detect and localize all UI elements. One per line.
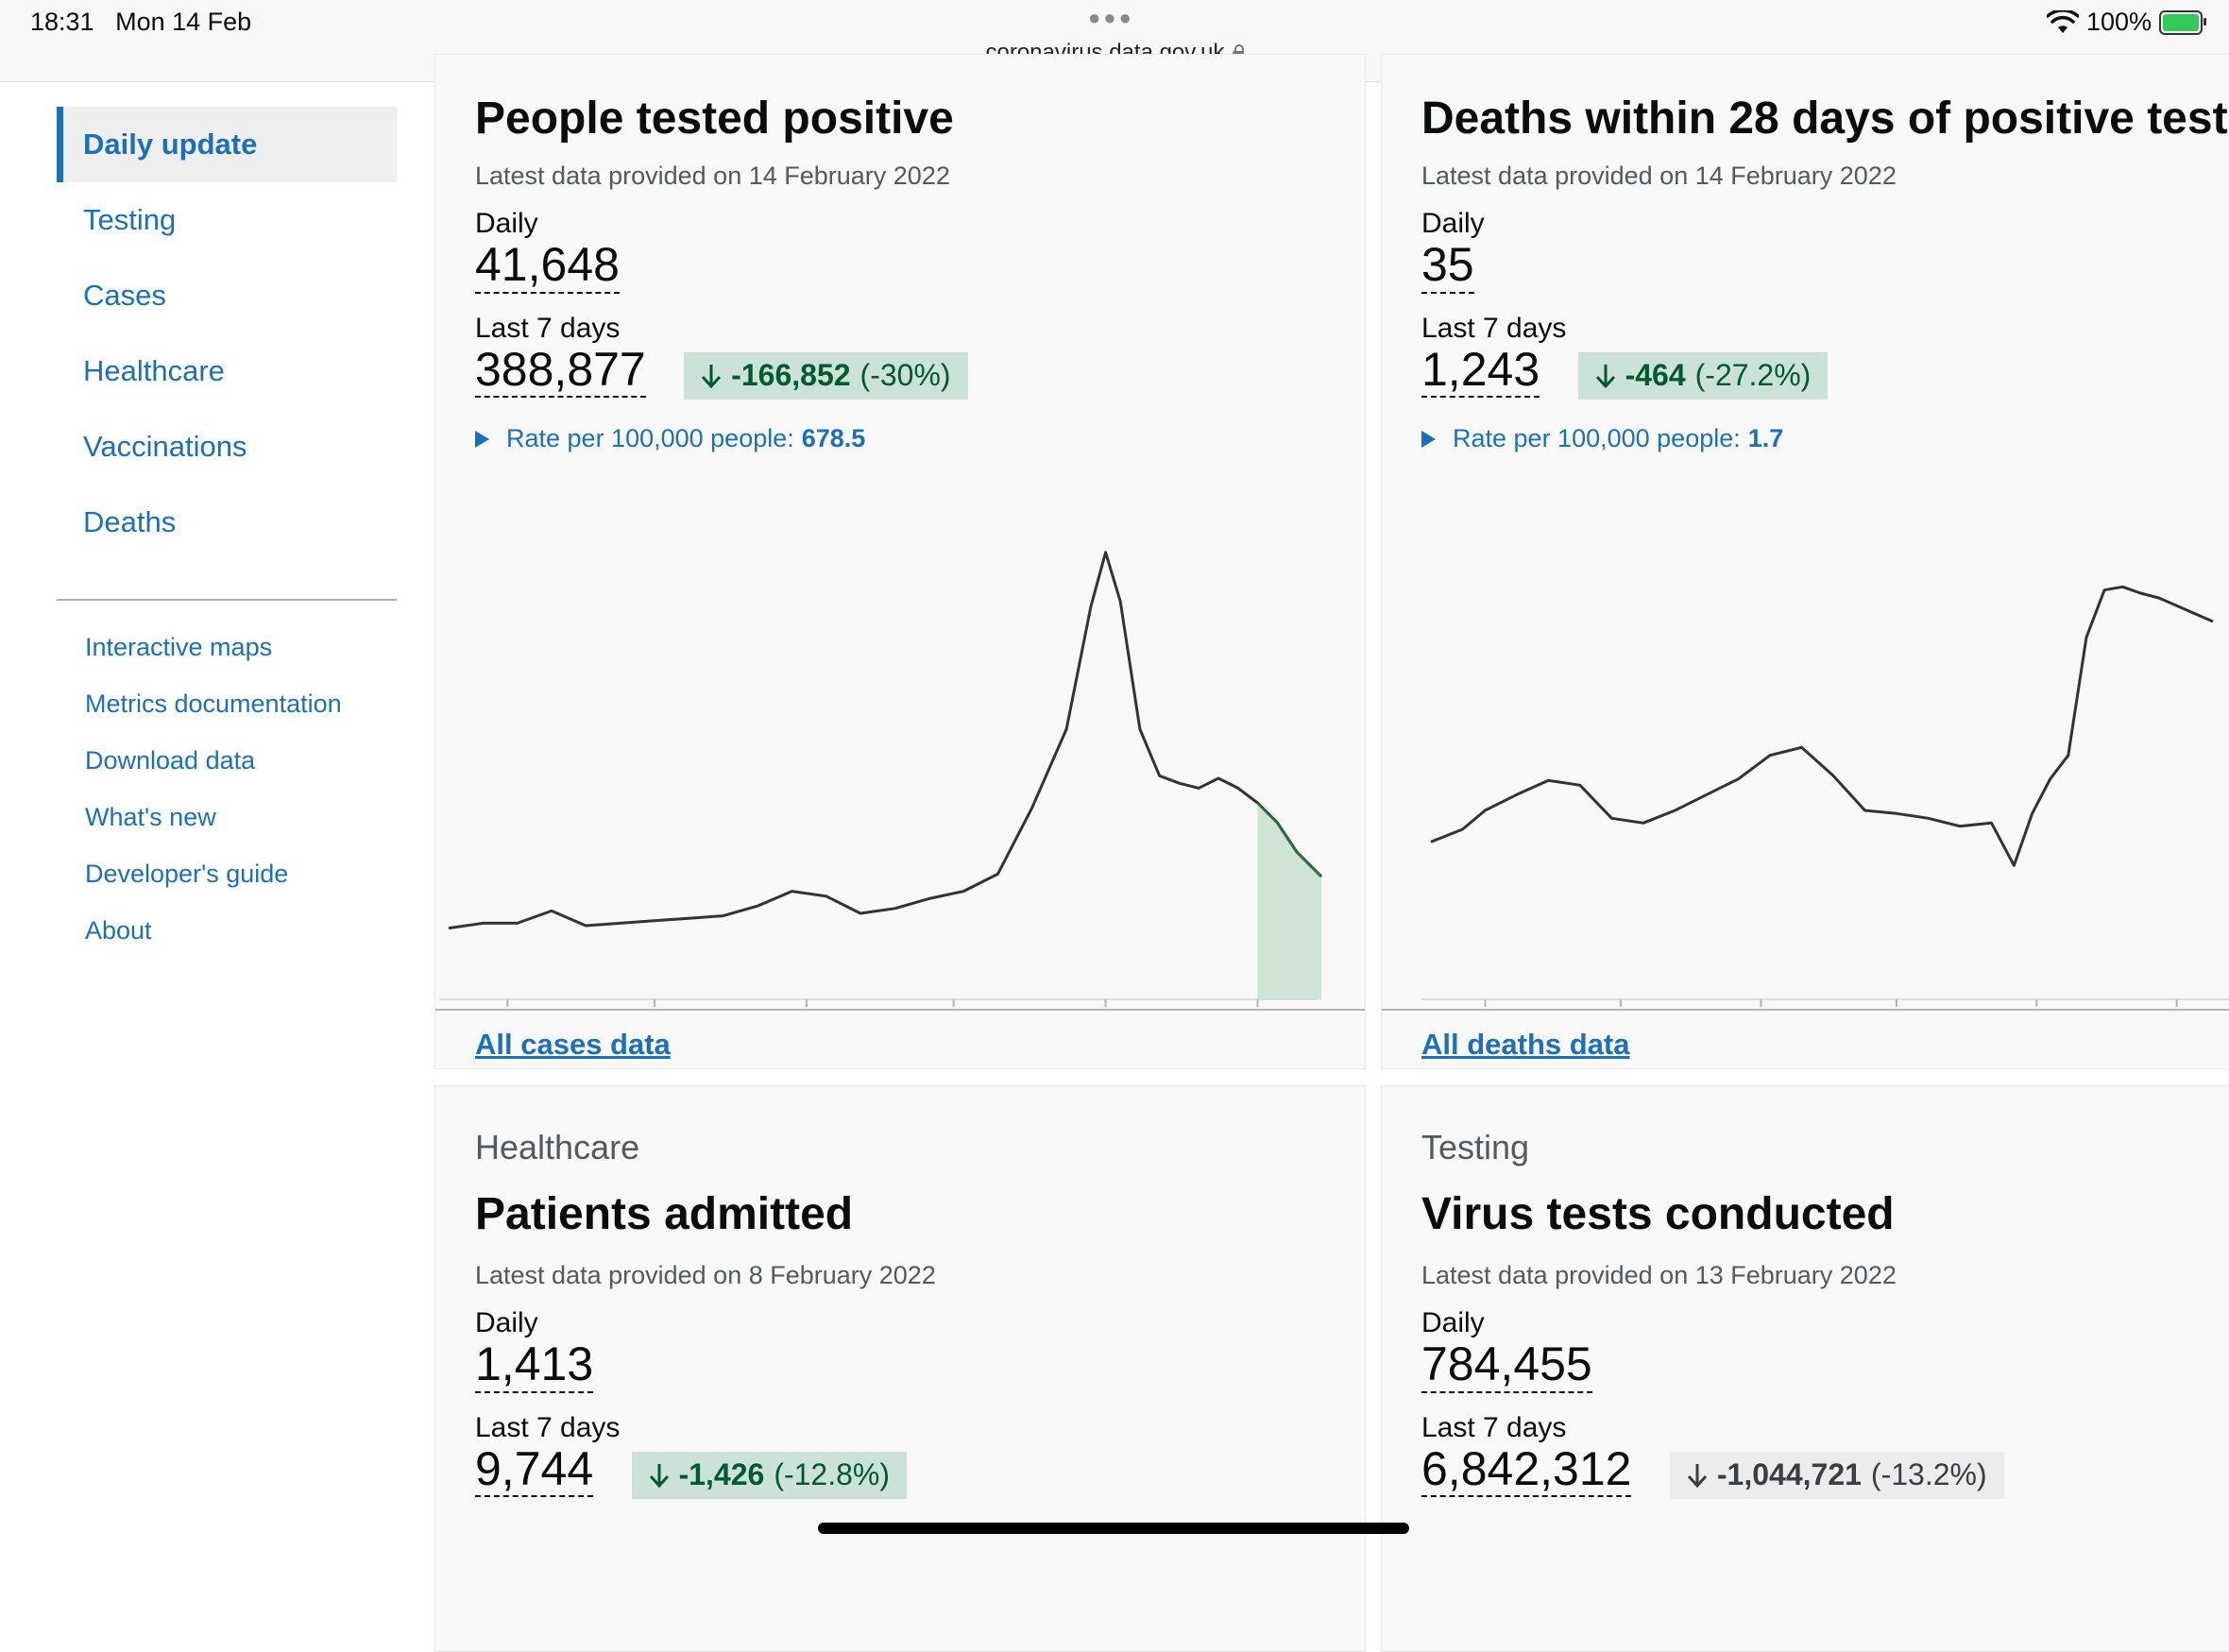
card-title: Virus tests conducted [1421,1189,1895,1239]
daily-label: Daily [475,208,538,239]
latest-date: Latest data provided on 8 February 2022 [475,1261,936,1289]
daily-value[interactable]: 1,413 [475,1339,594,1393]
status-time: 18:31 Mon 14 Feb [30,8,252,36]
change-value: -166,852 [731,358,851,392]
recent-period-area [1257,803,1321,999]
main-content: People tested positive Latest data provi… [434,54,2229,1652]
rate-label: Rate per 100,000 people: [506,424,794,452]
all-deaths-link[interactable]: All deaths data [1421,1028,1630,1061]
latest-date: Latest data provided on 14 February 2022 [1421,162,1897,190]
week-label: Last 7 days [475,1411,621,1443]
daily-label: Daily [1421,1307,1485,1338]
week-label: Last 7 days [1421,1411,1567,1443]
testing-card: Testing Virus tests conducted Latest dat… [1381,1085,2229,1652]
change-badge: -166,852 (-30%) [684,351,968,400]
wifi-icon [2046,9,2079,33]
nav-item-deaths[interactable]: Deaths [83,505,177,538]
arrow-down-icon [649,1463,669,1488]
week-label: Last 7 days [1421,312,1567,344]
rate-label: Rate per 100,000 people: [1453,424,1741,452]
card-divider [1382,1009,2229,1011]
daily-value[interactable]: 784,455 [1421,1339,1592,1393]
daily-label: Daily [475,1307,538,1338]
disclosure-triangle-icon [475,430,489,448]
arrow-down-icon [1687,1463,1708,1488]
recent-series-line [1256,801,1323,878]
card-title: Patients admitted [475,1189,854,1239]
all-cases-link[interactable]: All cases data [475,1028,671,1061]
nav-link-download-data[interactable]: Download data [85,745,256,775]
week-value[interactable]: 1,243 [1421,344,1540,398]
change-value: -1,044,721 [1716,1457,1862,1491]
nav-item-daily-update[interactable]: Daily update [57,107,397,182]
arrow-down-icon [702,364,722,388]
battery-icon [2159,9,2206,35]
nav-item-cases[interactable]: Cases [83,279,166,312]
healthcare-card: Healthcare Patients admitted Latest data… [434,1085,1366,1652]
primary-nav: Daily update Testing Cases Healthcare Va… [57,107,397,560]
multitasking-dots-icon[interactable]: ●●● [1088,6,1134,29]
change-badge: -1,426 (-12.8%) [631,1451,908,1499]
deaths-card: Deaths within 28 days of positive test L… [1381,54,2229,1069]
change-percent: (-30%) [859,358,951,392]
nav-link-metrics-documentation[interactable]: Metrics documentation [85,689,342,718]
change-percent: (-27.2%) [1694,358,1812,392]
change-badge: -1,044,721 (-13.2%) [1669,1451,2004,1499]
card-category: Testing [1421,1128,1530,1167]
daily-label: Daily [1421,208,1485,239]
arrow-down-icon [1595,364,1615,388]
change-percent: (-12.8%) [774,1457,891,1491]
daily-value[interactable]: 35 [1421,240,1474,294]
week-label: Last 7 days [475,312,621,344]
nav-divider [57,599,397,601]
change-percent: (-13.2%) [1870,1457,1987,1491]
disclosure-triangle-icon [1421,430,1436,448]
nav-link-about[interactable]: About [85,915,152,945]
card-title: Deaths within 28 days of positive test [1421,94,2228,144]
deaths-chart[interactable]: SepOctNovDecJanFeb [1382,55,2229,1009]
latest-date: Latest data provided on 13 February 2022 [1421,1261,1897,1289]
change-badge: -464 (-27.2%) [1577,351,1829,400]
sidebar: Daily update Testing Cases Healthcare Va… [0,82,434,1549]
change-value: -1,426 [678,1457,765,1491]
card-title: People tested positive [475,94,954,144]
series-line [1430,585,2214,867]
week-value[interactable]: 6,842,312 [1421,1443,1632,1497]
latest-date: Latest data provided on 14 February 2022 [475,162,950,190]
status-indicators: 100% [2046,8,2206,37]
rate-toggle[interactable]: Rate per 100,000 people: 678.5 [475,424,1336,453]
card-divider [435,1009,1365,1011]
nav-item-healthcare[interactable]: Healthcare [83,354,225,387]
home-indicator[interactable] [818,1523,1409,1534]
battery-percent: 100% [2085,8,2152,36]
secondary-nav: Interactive maps Metrics documentation D… [57,619,342,959]
week-value[interactable]: 388,877 [475,344,646,398]
card-category: Healthcare [475,1128,640,1167]
nav-link-developers-guide[interactable]: Developer's guide [85,859,289,888]
rate-toggle[interactable]: Rate per 100,000 people: 1.7 [1421,424,2220,453]
rate-value: 1.7 [1747,424,1784,452]
nav-link-whats-new[interactable]: What's new [85,802,216,831]
cases-card: People tested positive Latest data provi… [434,54,1366,1069]
nav-item-testing[interactable]: Testing [83,203,177,236]
cases-chart[interactable]: SepOctNovDecJanFeb [435,55,1367,1009]
series-line [448,551,1323,930]
rate-value: 678.5 [801,424,866,452]
nav-item-vaccinations[interactable]: Vaccinations [83,430,247,463]
change-value: -464 [1625,358,1686,392]
week-value[interactable]: 9,744 [475,1443,594,1497]
nav-link-interactive-maps[interactable]: Interactive maps [85,632,273,661]
daily-value[interactable]: 41,648 [475,240,620,294]
